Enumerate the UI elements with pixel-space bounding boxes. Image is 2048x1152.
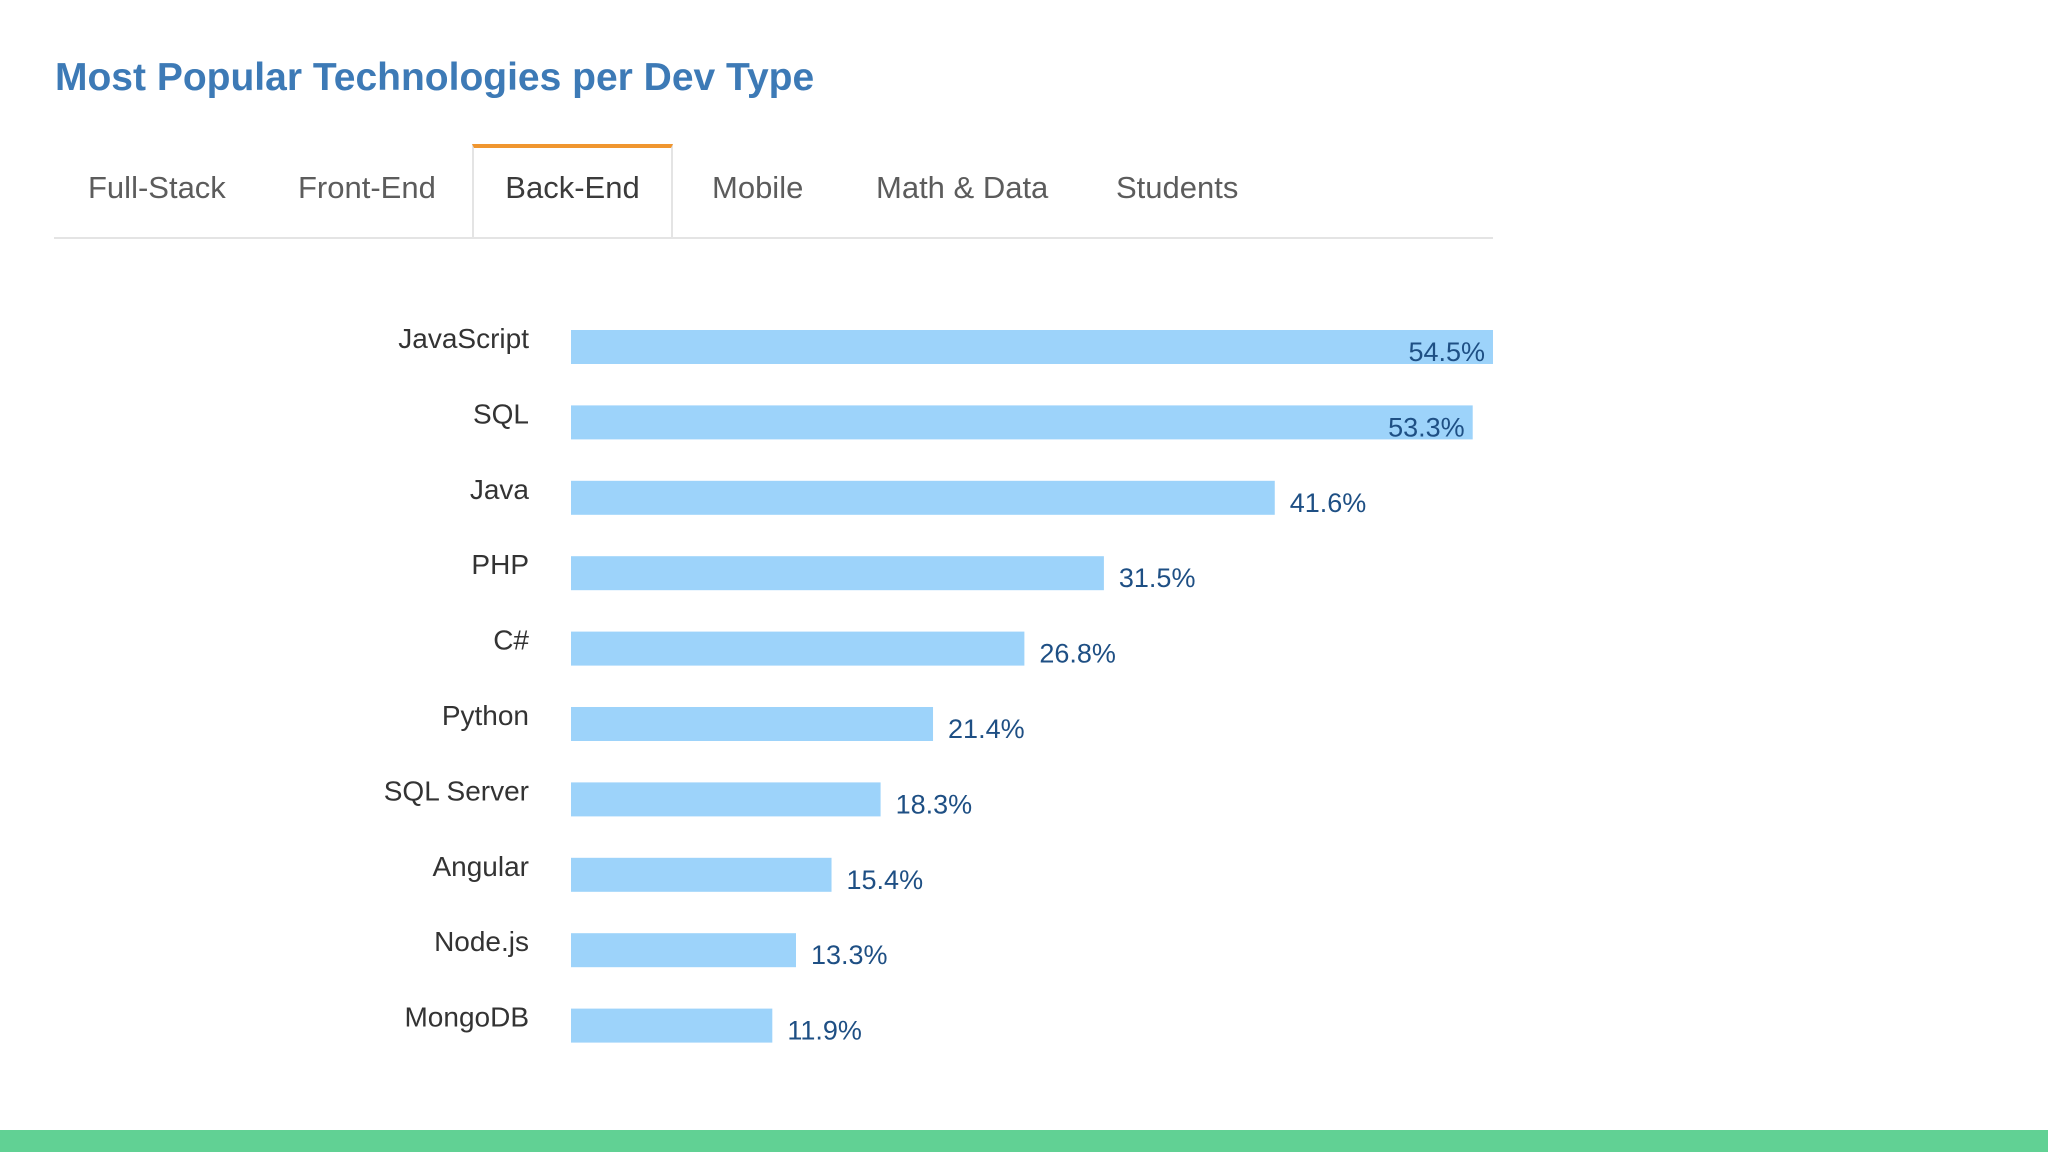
category-label-sql: SQL <box>473 398 529 429</box>
bar-sql <box>571 405 1473 440</box>
bar-php <box>571 556 1104 591</box>
category-label-sql-server: SQL Server <box>384 775 529 806</box>
category-label-python: Python <box>442 700 529 731</box>
bottom-accent-bar <box>0 1130 2048 1152</box>
tab-front-end[interactable]: Front-End <box>298 170 436 205</box>
value-label-c: 26.8% <box>1039 639 1116 669</box>
chart-title: Most Popular Technologies per Dev Type <box>55 56 815 99</box>
tab-full-stack[interactable]: Full-Stack <box>88 170 226 205</box>
category-label-javascript: JavaScript <box>398 323 529 354</box>
bar-angular <box>571 857 832 892</box>
category-label-java: Java <box>470 474 530 505</box>
value-label-sql: 53.3% <box>1388 412 1465 442</box>
tab-students[interactable]: Students <box>1116 170 1239 205</box>
category-label-php: PHP <box>471 549 529 580</box>
bar-sql-server <box>571 782 881 817</box>
value-label-java: 41.6% <box>1290 488 1367 518</box>
value-label-mongodb: 11.9% <box>787 1016 862 1046</box>
tab-back-end[interactable]: Back-End <box>472 144 673 237</box>
value-label-sql-server: 18.3% <box>896 789 973 819</box>
bar-java <box>571 480 1275 515</box>
bar-mongodb <box>571 1008 773 1043</box>
value-label-php: 31.5% <box>1119 563 1196 593</box>
category-label-node-js: Node.js <box>434 926 529 957</box>
value-label-angular: 15.4% <box>847 865 924 895</box>
bar-c <box>571 631 1025 666</box>
value-label-node-js: 13.3% <box>811 940 888 970</box>
value-label-python: 21.4% <box>948 714 1025 744</box>
category-label-mongodb: MongoDB <box>404 1002 529 1033</box>
bar-node-js <box>571 933 797 968</box>
bar-javascript <box>571 330 1493 364</box>
category-label-c: C# <box>493 625 529 656</box>
tab-math-data[interactable]: Math & Data <box>876 170 1049 205</box>
category-label-angular: Angular <box>432 851 529 882</box>
tab-mobile[interactable]: Mobile <box>712 170 804 205</box>
value-label-javascript: 54.5% <box>1408 337 1485 367</box>
dev-type-tabs: Full-Stack Front-End Back-End Mobile Mat… <box>54 144 1493 239</box>
bar-python <box>571 707 934 741</box>
